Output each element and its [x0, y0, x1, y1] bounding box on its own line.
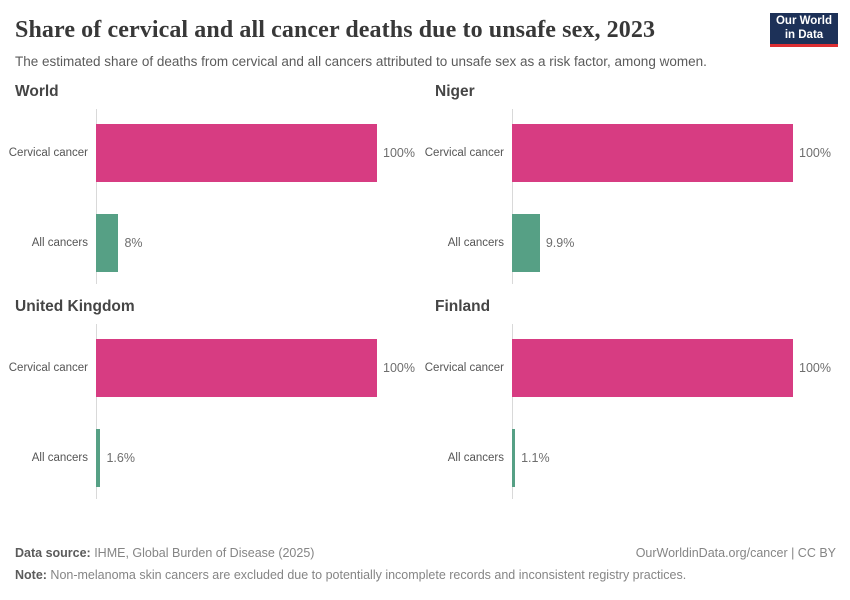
panel-united-kingdom: United Kingdom Cervical cancer 100% All …: [0, 298, 425, 500]
bar-row-all-cancers: All cancers 1.1%: [448, 429, 850, 488]
panel-chart: Cervical cancer 100% All cancers 1.6%: [9, 324, 425, 500]
footer-note: Note: Non-melanoma skin cancers are excl…: [15, 565, 686, 587]
category-label-all-cancers: All cancers: [31, 452, 88, 465]
bar-row-cervical: Cervical cancer 100%: [9, 339, 425, 398]
category-label-all-cancers: All cancers: [31, 237, 88, 250]
y-axis-line: [512, 324, 513, 500]
footer-note-row: Note: Non-melanoma skin cancers are excl…: [15, 565, 836, 587]
category-label-cervical: Cervical cancer: [8, 147, 88, 160]
bar-row-all-cancers: All cancers 8%: [32, 214, 425, 273]
bar-cervical-cancer[interactable]: [96, 339, 377, 398]
y-axis-line: [96, 324, 97, 500]
bar-all-cancers[interactable]: [512, 429, 516, 488]
y-axis-line: [96, 109, 97, 285]
footer-source-row: Data source: IHME, Global Burden of Dise…: [15, 543, 836, 565]
bar-all-cancers[interactable]: [512, 214, 540, 273]
chart-footer: Data source: IHME, Global Burden of Dise…: [15, 543, 836, 587]
panels-grid: World Cervical cancer 100% All cancers 8…: [0, 83, 850, 500]
panel-finland: Finland Cervical cancer 100% All cancers…: [425, 298, 850, 500]
bar-row-all-cancers: All cancers 1.6%: [32, 429, 425, 488]
owid-logo[interactable]: Our World in Data: [770, 13, 838, 47]
category-label-all-cancers: All cancers: [447, 452, 504, 465]
panel-world: World Cervical cancer 100% All cancers 8…: [0, 83, 425, 285]
category-label-cervical: Cervical cancer: [424, 147, 504, 160]
owid-logo-line2: in Data: [784, 28, 824, 41]
category-label-cervical: Cervical cancer: [424, 362, 504, 375]
data-source-label: Data source:: [15, 546, 91, 561]
bar-cervical-cancer[interactable]: [512, 124, 793, 183]
bar-row-cervical: Cervical cancer 100%: [9, 124, 425, 183]
value-label: 1.1%: [521, 451, 550, 466]
bar-cervical-cancer[interactable]: [96, 124, 377, 183]
y-axis-line: [512, 109, 513, 285]
bar-row-cervical: Cervical cancer 100%: [425, 339, 850, 398]
data-source: Data source: IHME, Global Burden of Dise…: [15, 543, 314, 565]
bar-all-cancers[interactable]: [96, 214, 119, 273]
panel-niger: Niger Cervical cancer 100% All cancers 9…: [425, 83, 850, 285]
panel-chart: Cervical cancer 100% All cancers 1.1%: [425, 324, 850, 500]
data-source-text: IHME, Global Burden of Disease (2025): [90, 546, 315, 561]
note-text: Non-melanoma skin cancers are excluded d…: [46, 568, 687, 583]
category-label-cervical: Cervical cancer: [8, 362, 88, 375]
value-label: 1.6%: [106, 451, 135, 466]
chart-subtitle: The estimated share of deaths from cervi…: [15, 53, 707, 69]
value-label: 8%: [124, 236, 143, 251]
bar-cervical-cancer[interactable]: [512, 339, 793, 398]
value-label: 100%: [383, 361, 415, 376]
panel-title-world: World: [15, 83, 59, 101]
value-label: 9.9%: [545, 236, 575, 251]
license-link[interactable]: OurWorldinData.org/cancer | CC BY: [635, 546, 836, 561]
category-label-all-cancers: All cancers: [447, 237, 504, 250]
panel-title-united-kingdom: United Kingdom: [15, 298, 135, 316]
owid-logo-line1: Our World: [775, 15, 832, 28]
value-label: 100%: [383, 146, 415, 161]
chart-title: Share of cervical and all cancer deaths …: [15, 17, 656, 43]
chart-header: Share of cervical and all cancer deaths …: [0, 0, 850, 72]
panel-title-niger: Niger: [435, 83, 475, 101]
bar-all-cancers[interactable]: [96, 429, 101, 488]
panel-chart: Cervical cancer 100% All cancers 8%: [9, 109, 425, 285]
value-label: 100%: [799, 361, 831, 376]
panel-title-finland: Finland: [435, 298, 491, 316]
bar-row-all-cancers: All cancers 9.9%: [448, 214, 850, 273]
bar-row-cervical: Cervical cancer 100%: [425, 124, 850, 183]
value-label: 100%: [799, 146, 831, 161]
panel-chart: Cervical cancer 100% All cancers 9.9%: [425, 109, 850, 285]
note-label: Note:: [15, 568, 47, 583]
